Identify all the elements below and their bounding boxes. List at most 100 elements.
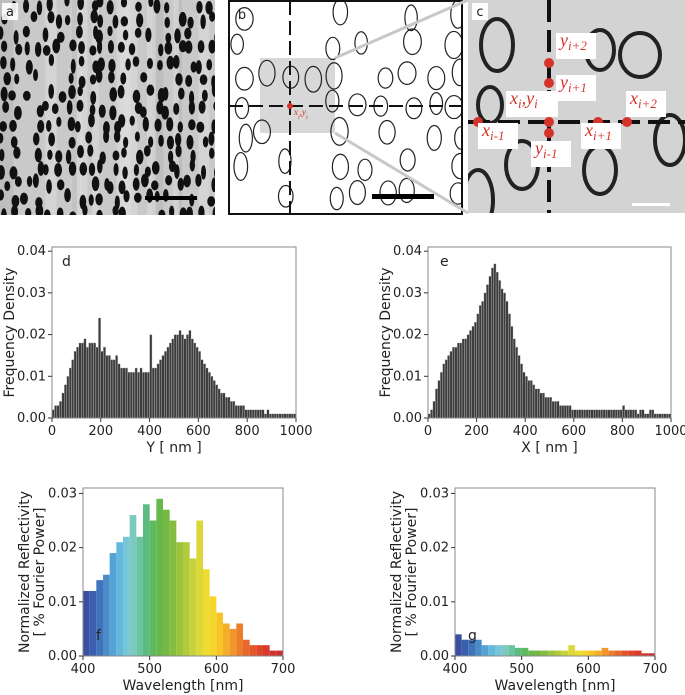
histogram-bar (73, 351, 77, 419)
pore (3, 72, 12, 86)
pore (184, 27, 192, 40)
bar (223, 623, 230, 656)
pore-outline (404, 4, 418, 32)
pore (179, 207, 187, 215)
pore (186, 134, 194, 150)
histogram-bar (639, 409, 643, 419)
bar (601, 647, 609, 656)
pore (57, 31, 65, 43)
y-tick-label: 0.02 (17, 328, 46, 343)
pore (34, 147, 42, 163)
y-tick-label: 0.02 (393, 328, 422, 343)
histogram-bar (610, 409, 613, 419)
y-tick-label: 0.04 (17, 244, 46, 259)
pore (33, 68, 39, 82)
label-box (556, 33, 596, 59)
histogram-bar (461, 338, 465, 419)
pore-outline (331, 153, 350, 181)
histogram-bar (488, 276, 492, 419)
histogram-bar (563, 405, 567, 419)
annotation-subscript: i-1 (490, 128, 504, 143)
y-axis-label: Frequency Density (378, 268, 394, 398)
zoom-connector (334, 131, 469, 215)
histogram-bar (249, 409, 253, 419)
annotation-text: y (533, 138, 543, 158)
histogram-bar (159, 359, 162, 419)
histogram-bar (651, 409, 655, 419)
pore (167, 150, 174, 164)
pore (55, 14, 63, 29)
histogram-bar (624, 409, 628, 419)
bar (203, 569, 210, 656)
histogram-bar (627, 409, 630, 419)
pore (2, 101, 10, 113)
pore (25, 59, 33, 75)
bar (628, 650, 635, 656)
x-tick-label: 700 (643, 662, 668, 677)
histogram-bar (503, 292, 506, 419)
histogram-bar (134, 367, 138, 419)
pore (123, 136, 129, 149)
pore (11, 194, 20, 208)
pore (69, 39, 77, 52)
bar (269, 650, 277, 656)
pore (48, 54, 55, 67)
texture-streak (92, 0, 100, 215)
pore (188, 119, 196, 131)
pore (9, 166, 18, 180)
bar (468, 639, 475, 656)
scale-bar (372, 194, 434, 199)
bar (481, 645, 489, 656)
histogram-bar (161, 355, 165, 419)
y-tick-label: 0.03 (48, 486, 77, 501)
pore (64, 188, 71, 203)
pore (56, 207, 64, 215)
pore (90, 90, 97, 105)
pore (206, 59, 213, 71)
point (622, 117, 632, 127)
y-axis-label: Frequency Density (2, 268, 18, 398)
histogram-bar (259, 409, 263, 419)
pore (77, 145, 84, 159)
bar (528, 650, 535, 656)
histogram-bar (469, 330, 472, 419)
pore (164, 2, 170, 14)
annotation-subscript: i (518, 96, 522, 111)
pore (120, 16, 129, 27)
pore (9, 119, 17, 132)
point (287, 103, 293, 109)
bar (535, 650, 542, 656)
point (544, 58, 554, 68)
x-tick-label: 400 (71, 662, 96, 677)
histogram-bar (634, 409, 638, 419)
label-box (531, 141, 571, 167)
pore (97, 57, 105, 71)
pore (78, 76, 86, 88)
pore (0, 86, 8, 102)
histogram-bar (617, 409, 621, 419)
annotation-text: x (293, 107, 298, 117)
histogram-bar (198, 351, 202, 419)
histogram-bar (103, 346, 106, 419)
pore (75, 25, 83, 39)
pore (43, 209, 51, 215)
histogram-bar (286, 413, 289, 419)
pore (1, 40, 8, 53)
pore (88, 194, 94, 206)
histogram-bar (227, 396, 231, 419)
pore-outline (238, 123, 253, 153)
pore (0, 121, 7, 132)
pore (196, 121, 205, 133)
histogram-bar (658, 413, 662, 419)
histogram-bar (242, 405, 245, 419)
pore (8, 90, 16, 101)
zoom-connector (334, 0, 469, 60)
bar (169, 520, 177, 656)
histogram-bar (532, 384, 536, 419)
texture-streak (147, 0, 156, 215)
histogram-bar (100, 351, 104, 419)
x-tick-label: 600 (186, 424, 211, 439)
histogram-bar (534, 388, 538, 419)
pore (175, 73, 183, 86)
histogram-bar (459, 342, 463, 419)
